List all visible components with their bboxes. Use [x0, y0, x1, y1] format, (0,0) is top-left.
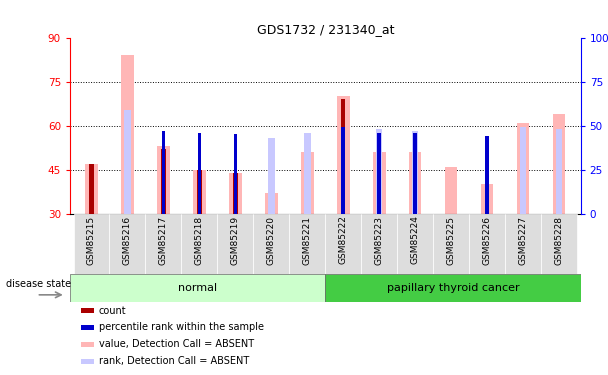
FancyBboxPatch shape	[289, 214, 325, 274]
Bar	[121, 55, 134, 214]
Text: GSM85215: GSM85215	[87, 216, 96, 265]
FancyBboxPatch shape	[254, 214, 289, 274]
Text: GSM85221: GSM85221	[303, 216, 312, 264]
Bar	[197, 170, 202, 214]
FancyBboxPatch shape	[325, 214, 361, 274]
Bar	[162, 131, 165, 214]
Text: count: count	[99, 306, 126, 316]
FancyBboxPatch shape	[181, 214, 218, 274]
Bar	[81, 325, 94, 330]
FancyBboxPatch shape	[109, 214, 145, 274]
Bar	[342, 128, 345, 214]
Text: GSM85218: GSM85218	[195, 216, 204, 265]
FancyBboxPatch shape	[361, 214, 397, 274]
FancyBboxPatch shape	[433, 214, 469, 274]
FancyBboxPatch shape	[74, 214, 109, 274]
Bar	[193, 170, 206, 214]
Bar	[373, 152, 385, 214]
Bar	[81, 308, 94, 313]
Bar	[265, 193, 278, 214]
Title: GDS1732 / 231340_at: GDS1732 / 231340_at	[257, 23, 394, 36]
FancyBboxPatch shape	[541, 214, 577, 274]
Bar	[413, 133, 417, 214]
Text: GSM85223: GSM85223	[375, 216, 384, 264]
Text: rank, Detection Call = ABSENT: rank, Detection Call = ABSENT	[99, 356, 249, 366]
Bar	[556, 129, 562, 214]
Bar	[198, 133, 201, 214]
Bar	[378, 133, 381, 214]
Bar	[412, 131, 418, 214]
Bar	[233, 135, 237, 214]
Bar	[376, 129, 382, 214]
Bar	[481, 184, 494, 214]
Bar	[517, 123, 530, 214]
Text: GSM85216: GSM85216	[123, 216, 132, 265]
Bar	[337, 96, 350, 214]
Text: GSM85220: GSM85220	[267, 216, 276, 264]
Bar	[85, 164, 98, 214]
Text: GSM85219: GSM85219	[231, 216, 240, 265]
Bar	[229, 172, 241, 214]
Bar	[268, 138, 275, 214]
Bar	[157, 146, 170, 214]
Bar	[233, 172, 238, 214]
Text: GSM85227: GSM85227	[519, 216, 528, 264]
Text: GSM85226: GSM85226	[483, 216, 492, 264]
Bar	[81, 342, 94, 347]
Bar	[409, 152, 421, 214]
Bar	[341, 99, 345, 214]
Text: GSM85225: GSM85225	[447, 216, 455, 264]
FancyBboxPatch shape	[505, 214, 541, 274]
Bar	[553, 114, 565, 214]
FancyBboxPatch shape	[469, 214, 505, 274]
Bar	[325, 274, 581, 302]
Text: percentile rank within the sample: percentile rank within the sample	[99, 322, 264, 333]
Text: normal: normal	[178, 283, 217, 293]
Bar	[161, 149, 165, 214]
Bar	[304, 133, 311, 214]
Text: value, Detection Call = ABSENT: value, Detection Call = ABSENT	[99, 339, 254, 349]
FancyBboxPatch shape	[397, 214, 433, 274]
Bar	[81, 358, 94, 364]
Bar	[485, 188, 489, 214]
Bar	[70, 274, 325, 302]
Text: GSM85222: GSM85222	[339, 216, 348, 264]
Text: papillary thyroid cancer: papillary thyroid cancer	[387, 283, 519, 293]
Bar	[89, 164, 94, 214]
Bar	[445, 167, 457, 214]
FancyBboxPatch shape	[218, 214, 254, 274]
Bar	[124, 110, 131, 214]
FancyBboxPatch shape	[145, 214, 181, 274]
Text: GSM85228: GSM85228	[554, 216, 564, 264]
Bar	[485, 136, 489, 214]
Text: disease state: disease state	[6, 279, 71, 289]
Bar	[520, 128, 527, 214]
Text: GSM85217: GSM85217	[159, 216, 168, 265]
Text: GSM85224: GSM85224	[410, 216, 420, 264]
Bar	[301, 152, 314, 214]
